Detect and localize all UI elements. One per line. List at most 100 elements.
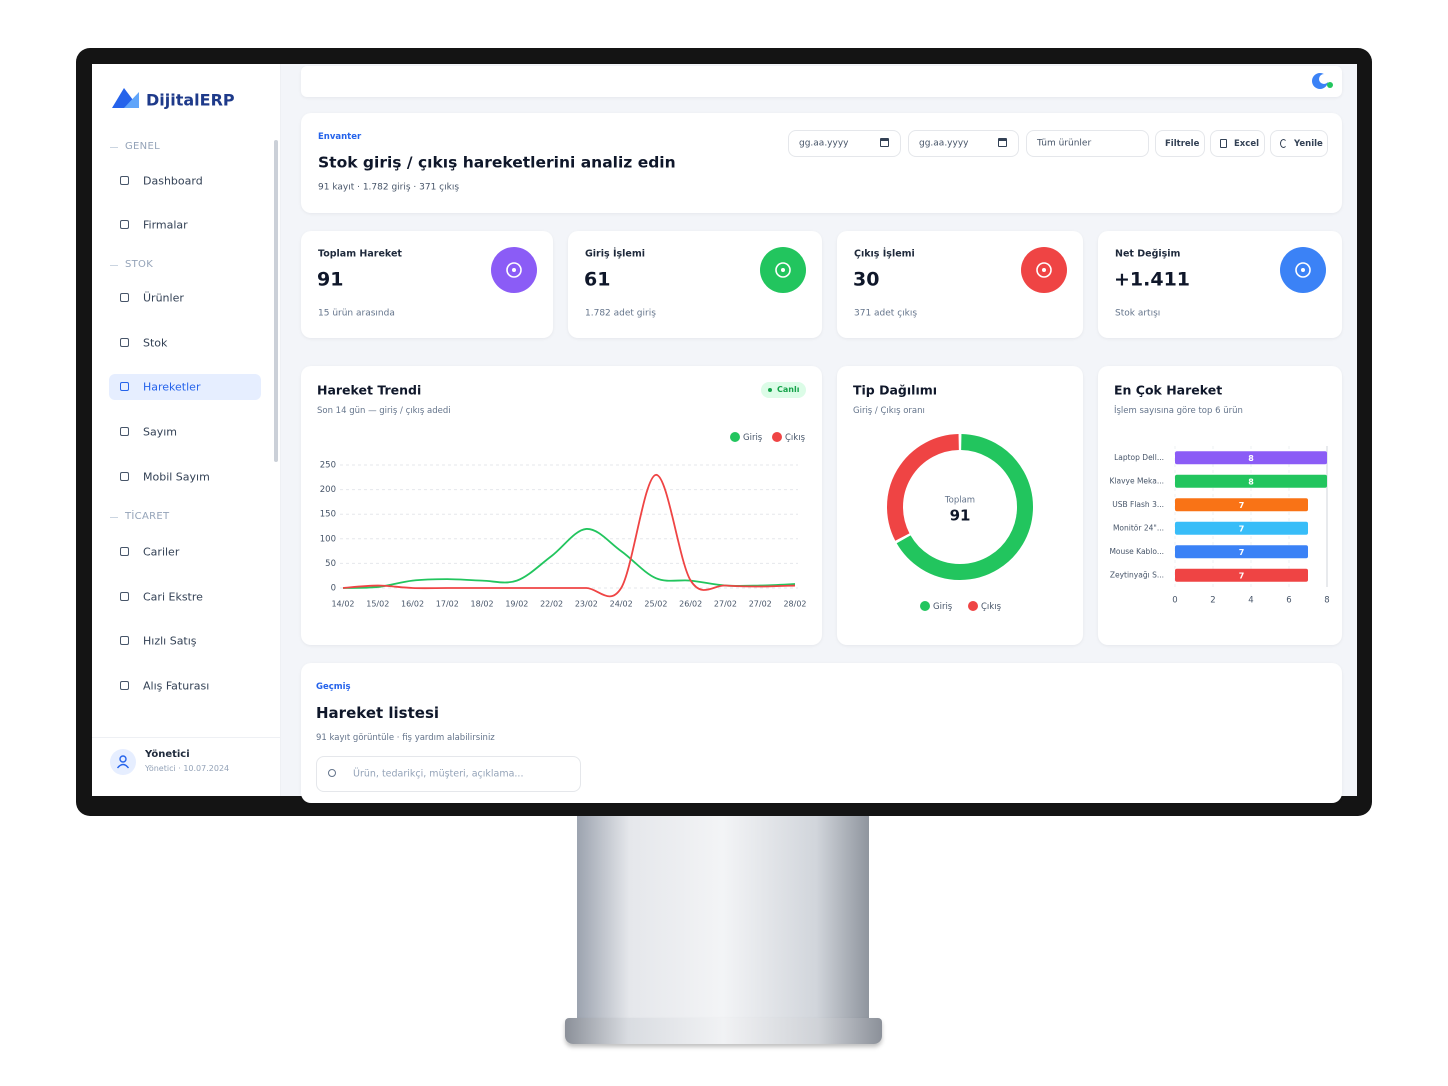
x-tick-label: 14/02 — [331, 600, 354, 609]
user-detail: Yönetici · 10.07.2024 — [145, 764, 230, 774]
chart-title: Hareket Trendi — [317, 382, 422, 398]
y-tick-label: 200 — [320, 485, 336, 495]
nav-icon — [120, 681, 129, 690]
nav-item[interactable]: Ürünler — [143, 291, 184, 305]
kpi-icon-glyph — [506, 262, 522, 278]
brand-logo — [124, 92, 139, 108]
x-tick-label: 15/02 — [366, 600, 389, 609]
bar-value-label: 7 — [1239, 524, 1245, 533]
nav-item[interactable]: Stok — [143, 336, 168, 350]
sidebar-scrollbar — [274, 140, 278, 462]
x-tick-label: 27/02 — [749, 600, 772, 609]
button[interactable] — [1270, 130, 1328, 157]
x-tick-label: 23/02 — [575, 600, 598, 609]
section-rule — [110, 147, 118, 148]
y-tick-label: Laptop Dell... — [1114, 453, 1164, 462]
nav-item[interactable]: Firmalar — [143, 218, 188, 232]
button[interactable] — [1210, 130, 1265, 157]
kpi-icon-glyph — [1295, 262, 1311, 278]
button-text[interactable]: Yenile — [1294, 138, 1323, 149]
chart-subtitle: Son 14 gün — giriş / çıkış adedi — [317, 405, 451, 416]
x-tick-label: 25/02 — [644, 600, 667, 609]
button-icon — [1280, 139, 1287, 148]
legend-swatch — [968, 601, 978, 611]
legend-swatch — [730, 432, 740, 442]
product-select[interactable] — [1026, 130, 1149, 157]
x-tick-label: 18/02 — [471, 600, 494, 609]
x-tick-label: 22/02 — [540, 600, 563, 609]
date-input[interactable] — [908, 130, 1019, 157]
y-tick-label: Mouse Kablo... — [1109, 547, 1164, 556]
nav-item[interactable]: Alış Faturası — [143, 679, 210, 693]
nav-item[interactable]: Hareketler — [143, 380, 201, 394]
legend-swatch — [772, 432, 782, 442]
section-title: STOK — [125, 259, 154, 270]
section-subtitle: 91 kayıt görüntüle · fiş yardım alabilir… — [316, 732, 495, 743]
page-title: Stok giriş / çıkış hareketlerini analiz … — [318, 153, 676, 172]
date-input-text[interactable]: gg.aa.yyyy — [919, 138, 969, 149]
button-text[interactable]: Excel — [1234, 138, 1260, 149]
y-tick-label: 0 — [331, 584, 336, 594]
bar — [1175, 545, 1308, 559]
search-input[interactable] — [316, 756, 581, 792]
kpi-label: Giriş İşlemi — [585, 248, 646, 260]
nav-item[interactable]: Hızlı Satış — [143, 634, 197, 648]
nav-icon — [120, 592, 129, 601]
nav-item[interactable]: Cariler — [143, 545, 180, 559]
x-tick-label: 0 — [1172, 596, 1177, 606]
x-tick-label: 24/02 — [610, 600, 633, 609]
x-tick-label: 26/02 — [679, 600, 702, 609]
product-select-text[interactable]: Tüm ürünler — [1037, 138, 1092, 149]
bar-value-label: 7 — [1239, 571, 1245, 580]
date-input-text[interactable]: gg.aa.yyyy — [799, 138, 849, 149]
badge — [761, 382, 806, 398]
chart-subtitle: İşlem sayısına göre top 6 ürün — [1114, 405, 1243, 416]
section-title: TİCARET — [125, 511, 170, 522]
legend-label: Giriş — [933, 602, 953, 612]
chart-card — [837, 366, 1083, 645]
x-tick-label: 27/02 — [714, 600, 737, 609]
button-text[interactable]: Filtrele — [1165, 138, 1200, 149]
badge-text: Canlı — [777, 385, 800, 395]
bar-value-label: 8 — [1248, 454, 1254, 463]
kpi-note: 371 adet çıkış — [854, 308, 918, 319]
kpi-icon-glyph — [1036, 262, 1052, 278]
x-tick-label: 28/02 — [783, 600, 806, 609]
nav-icon — [120, 382, 129, 391]
eyebrow: Envanter — [318, 131, 362, 142]
section-title: GENEL — [125, 141, 160, 152]
chart-card — [301, 366, 822, 645]
kpi-note: 1.782 adet giriş — [585, 308, 656, 319]
kpi-icon-glyph — [781, 268, 785, 272]
series-line — [342, 528, 796, 589]
nav-item[interactable]: Mobil Sayım — [143, 470, 210, 484]
nav-item[interactable]: Sayım — [143, 425, 178, 439]
page-subtitle: 91 kayıt · 1.782 giriş · 371 çıkış — [318, 182, 460, 193]
y-tick-label: Klavye Meka... — [1109, 476, 1164, 485]
nav-icon — [120, 220, 129, 229]
bar — [1175, 498, 1308, 512]
x-tick-label: 16/02 — [401, 600, 424, 609]
nav-icon — [120, 293, 129, 302]
kpi-value: 61 — [584, 268, 611, 291]
kpi-value: 91 — [317, 268, 344, 291]
nav-item[interactable]: Dashboard — [143, 174, 203, 188]
x-tick-label: 2 — [1210, 596, 1215, 606]
date-input[interactable] — [788, 130, 901, 157]
nav-icon — [120, 472, 129, 481]
donut-center-value: 91 — [950, 507, 971, 525]
monitor-stand — [577, 812, 869, 1024]
section-rule — [110, 265, 118, 266]
nav-item[interactable]: Cari Ekstre — [143, 590, 203, 604]
button-icon — [1220, 139, 1227, 148]
donut-segment — [887, 434, 960, 541]
button[interactable] — [1155, 130, 1205, 157]
sidebar — [92, 64, 281, 796]
series-line — [342, 473, 796, 598]
kpi-note: 15 ürün arasında — [318, 308, 395, 319]
y-tick-label: Zeytinyağı S... — [1110, 570, 1164, 579]
y-tick-label: Monitör 24"... — [1113, 523, 1164, 532]
nav-icon — [120, 176, 129, 185]
chart-subtitle: Giriş / Çıkış oranı — [853, 405, 925, 416]
search-placeholder[interactable]: Ürün, tedarikçi, müşteri, açıklama... — [353, 768, 524, 780]
